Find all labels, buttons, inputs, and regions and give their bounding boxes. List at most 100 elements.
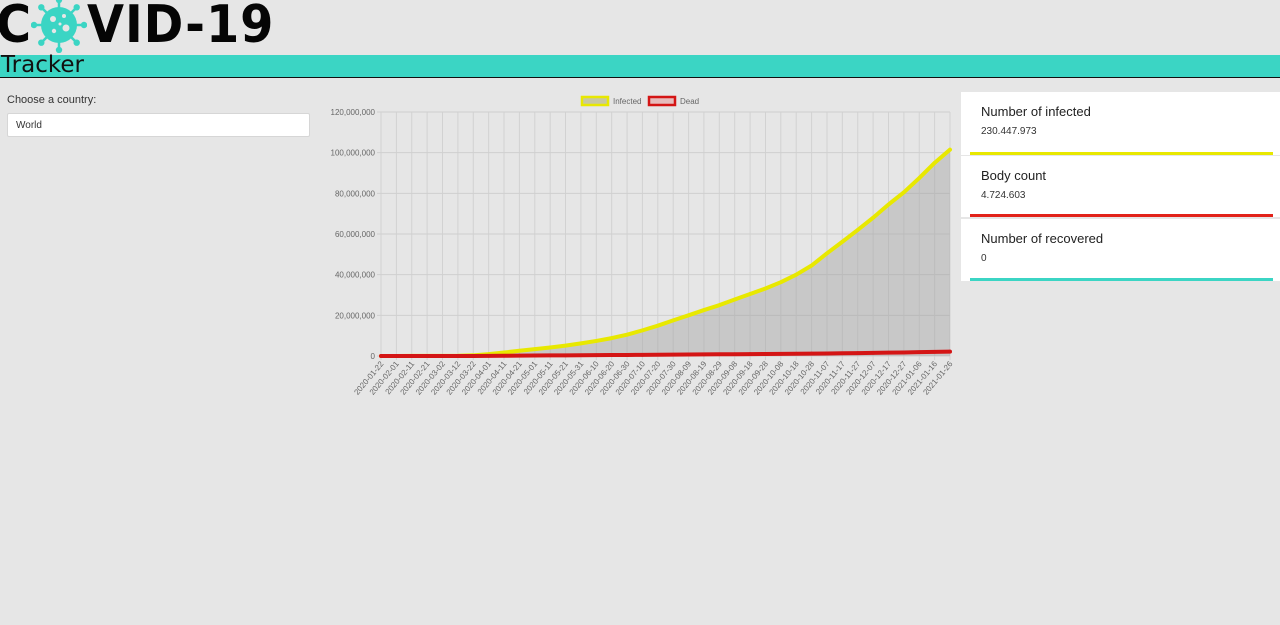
y-tick-label: 100,000,000 (331, 149, 376, 158)
card-recovered-title: Number of recovered (981, 231, 1104, 246)
card-body-count-value: 4.724.603 (981, 190, 1026, 201)
legend-label-dead: Dead (680, 97, 699, 106)
y-tick-label: 60,000,000 (335, 230, 376, 239)
app-subtitle: Tracker (1, 52, 84, 78)
data-point-infected (594, 339, 599, 343)
y-tick-label: 80,000,000 (335, 189, 376, 198)
data-point-dead (702, 352, 706, 357)
data-point-dead (748, 352, 752, 356)
data-point-infected (640, 328, 645, 333)
data-point-dead (886, 350, 891, 355)
app-logo: C (0, 0, 291, 56)
data-point-dead (717, 352, 722, 357)
data-point-dead (763, 352, 768, 356)
card-infected-bar (970, 152, 1273, 155)
data-point-dead (779, 352, 783, 356)
data-point-dead (686, 352, 691, 357)
data-point-infected (702, 308, 706, 312)
data-point-dead (532, 353, 537, 358)
data-point-dead (871, 351, 875, 355)
data-point-infected (902, 190, 906, 195)
data-point-dead (825, 351, 829, 356)
data-point-infected (840, 239, 845, 244)
data-point-dead (486, 354, 491, 358)
data-point-infected (825, 251, 829, 256)
y-tick-label: 40,000,000 (335, 271, 376, 280)
logo-letter-c: C (0, 0, 32, 56)
virus-icon (31, 0, 88, 53)
data-point-infected (517, 348, 522, 353)
data-point-infected (502, 350, 506, 355)
data-point-dead (579, 353, 583, 358)
data-point-dead (656, 352, 660, 357)
data-point-dead (440, 354, 445, 358)
app-header: C (0, 0, 1280, 78)
data-point-infected (779, 280, 783, 284)
country-label: Choose a country: (7, 94, 97, 106)
data-point-dead (594, 353, 599, 357)
data-point-infected (656, 323, 660, 328)
data-point-dead (917, 350, 922, 354)
data-point-infected (579, 341, 583, 346)
data-point-infected (625, 332, 629, 337)
data-point-infected (948, 147, 952, 152)
country-select-input[interactable] (7, 113, 310, 137)
data-point-dead (394, 354, 399, 358)
data-point-infected (932, 161, 937, 165)
data-point-infected (686, 313, 691, 318)
data-point-dead (840, 351, 845, 356)
y-tick-label: 0 (371, 352, 376, 361)
data-point-dead (609, 353, 614, 357)
data-point-dead (902, 350, 906, 355)
data-point-infected (609, 336, 614, 340)
data-point-infected (871, 215, 875, 220)
series-line-dead (379, 349, 952, 358)
data-point-dead (471, 354, 476, 358)
data-point-dead (671, 352, 675, 357)
data-point-dead (379, 354, 383, 358)
data-point-infected (548, 345, 552, 350)
card-body-count-bar (970, 214, 1273, 217)
data-point-dead (855, 351, 860, 355)
legend-swatch-infected (580, 95, 610, 107)
card-recovered-bar (970, 278, 1273, 281)
data-point-dead (932, 350, 937, 354)
legend-swatch-dead (647, 95, 677, 107)
data-point-dead (732, 352, 737, 356)
data-point-dead (517, 353, 522, 358)
data-point-infected (809, 263, 814, 268)
y-tick-label: 120,000,000 (331, 108, 376, 117)
card-infected: Number of infected 230.447.973 (961, 92, 1280, 155)
card-infected-title: Number of infected (981, 104, 1091, 119)
data-point-infected (763, 286, 768, 291)
logo-text: VID-19 (87, 0, 275, 55)
data-point-infected (794, 272, 799, 277)
data-point-dead (409, 354, 414, 358)
card-recovered: Number of recovered 0 (961, 219, 1280, 281)
data-point-dead (502, 353, 506, 358)
data-point-dead (640, 353, 645, 357)
card-body-count: Body count 4.724.603 (961, 156, 1280, 217)
data-point-dead (548, 353, 552, 358)
data-point-dead (456, 354, 460, 358)
data-point-dead (625, 353, 629, 357)
cases-chart: 0 20,000,000 40,000,000 60,000,000 80,000,00… (331, 95, 955, 397)
infected-area (381, 149, 950, 356)
data-point-infected (917, 176, 922, 180)
data-point-infected (855, 228, 860, 232)
data-point-infected (886, 202, 891, 207)
data-point-dead (809, 351, 814, 356)
card-recovered-value: 0 (981, 253, 987, 264)
legend-label-infected: Infected (613, 97, 641, 106)
data-point-dead (425, 354, 429, 358)
data-point-infected (732, 297, 737, 302)
card-infected-value: 230.447.973 (981, 126, 1037, 137)
y-tick-label: 20,000,000 (335, 311, 376, 320)
data-point-infected (717, 303, 722, 307)
header-accent-bar (0, 55, 1280, 78)
data-point-dead (563, 353, 568, 358)
data-point-infected (671, 318, 675, 323)
data-point-infected (532, 347, 537, 351)
data-point-dead (948, 349, 952, 354)
data-point-dead (794, 351, 799, 356)
